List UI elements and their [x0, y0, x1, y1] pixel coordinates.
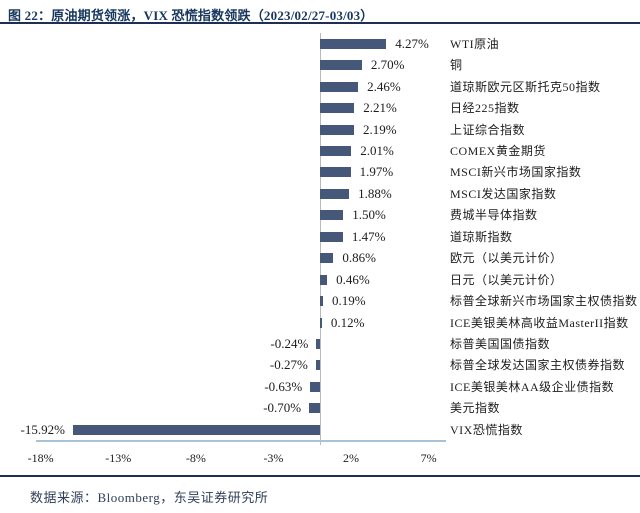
bar — [320, 274, 328, 285]
category-label: 道琼斯欧元区斯托克50指数 — [450, 79, 601, 94]
category-label: COMEX黄金期货 — [450, 143, 546, 158]
x-axis-tick-label: 2% — [343, 451, 360, 465]
value-label: 2.01% — [360, 142, 394, 158]
bar — [320, 253, 334, 264]
value-label: 1.50% — [352, 207, 386, 223]
category-label: 费城半导体指数 — [450, 208, 538, 223]
title-divider — [0, 22, 640, 24]
bar — [320, 188, 350, 199]
bar — [320, 296, 323, 307]
bar — [320, 103, 355, 114]
figure-title: 图 22：原油期货领涨，VIX 恐慌指数领跌（2023/02/27-03/03） — [8, 8, 374, 23]
bar — [320, 60, 362, 71]
value-label: 0.19% — [331, 293, 366, 309]
bar — [320, 145, 352, 156]
bar — [310, 381, 320, 392]
bar — [320, 38, 387, 49]
category-label: 标普全球发达国家主权债券指数 — [450, 358, 626, 373]
category-label: 铜 — [450, 58, 463, 73]
value-label: -0.70% — [263, 400, 302, 416]
category-label: 日元（以美元计价） — [450, 272, 563, 287]
value-label: 2.46% — [367, 78, 401, 94]
bar — [316, 339, 320, 350]
category-label: VIX恐慌指数 — [450, 422, 523, 437]
value-label: 0.12% — [330, 314, 365, 330]
category-label: MSCI发达国家指数 — [450, 186, 557, 201]
value-label: 2.70% — [370, 57, 405, 73]
x-axis-tick-label: -13% — [105, 451, 132, 465]
category-label: 标普全球新兴市场国家主权债指数 — [450, 294, 638, 309]
category-label: WTI原油 — [450, 36, 500, 51]
bar — [309, 403, 320, 414]
category-label: 日经225指数 — [450, 101, 520, 116]
category-label: 道琼斯指数 — [450, 229, 513, 244]
bar — [320, 231, 343, 242]
x-axis-tick-label: 7% — [420, 451, 437, 465]
bar — [72, 424, 320, 435]
value-label: 1.97% — [359, 164, 394, 180]
value-label: 1.47% — [351, 228, 386, 244]
value-label: 2.21% — [363, 100, 397, 116]
x-axis-line — [36, 440, 446, 442]
category-label: ICE美银美林AA级企业债指数 — [450, 379, 615, 394]
value-label: -0.63% — [264, 378, 303, 394]
data-source: 数据来源：Bloomberg，东吴证券研究所 — [30, 490, 269, 505]
value-label: 2.19% — [362, 121, 397, 137]
x-axis-tick-label: -18% — [27, 451, 54, 465]
x-axis-tick-label: -8% — [185, 451, 206, 465]
value-label: 4.27% — [395, 35, 429, 51]
bar — [315, 360, 320, 371]
bar — [320, 210, 344, 221]
category-label: ICE美银美林高收益MasterII指数 — [450, 315, 629, 330]
category-label: 上证综合指数 — [450, 122, 526, 137]
bar — [320, 124, 354, 135]
bar — [320, 317, 322, 328]
footer-divider — [0, 475, 640, 477]
value-label: 0.46% — [336, 271, 370, 287]
bar — [320, 167, 351, 178]
value-label: 1.88% — [358, 185, 392, 201]
value-label: 0.86% — [342, 250, 376, 266]
category-label: MSCI新兴市场国家指数 — [450, 165, 582, 180]
category-label: 美元指数 — [450, 401, 501, 416]
value-label: -15.92% — [20, 421, 65, 437]
x-axis-tick-label: -3% — [263, 451, 284, 465]
category-label: 欧元（以美元计价） — [450, 251, 563, 266]
value-label: -0.24% — [270, 336, 309, 352]
value-label: -0.27% — [269, 357, 308, 373]
category-label: 标普美国国债指数 — [450, 337, 551, 352]
bar — [320, 81, 359, 92]
